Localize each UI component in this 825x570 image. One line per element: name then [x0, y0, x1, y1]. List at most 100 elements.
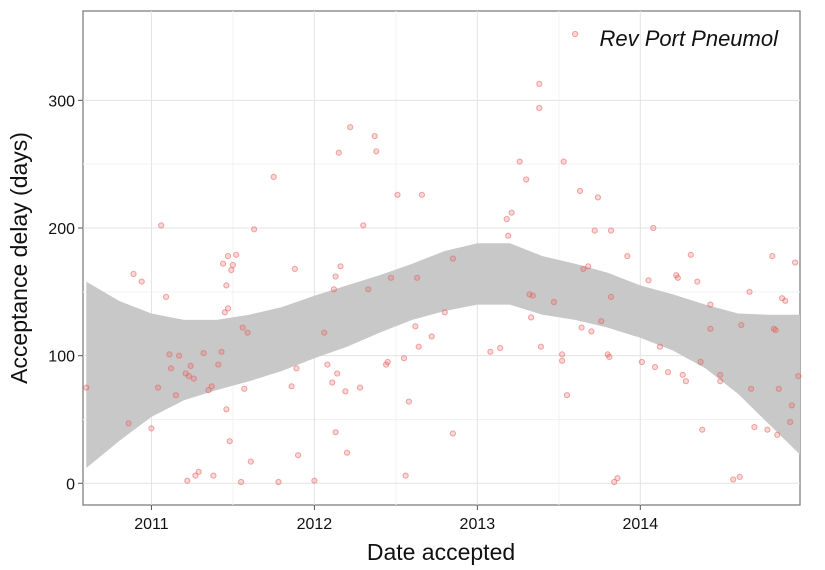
data-point — [172, 392, 179, 399]
grid-lines — [83, 11, 800, 505]
data-point — [239, 324, 246, 331]
data-point — [330, 286, 337, 293]
data-point — [223, 282, 230, 289]
data-point — [598, 318, 605, 325]
data-point — [694, 278, 701, 285]
data-point — [176, 352, 183, 359]
data-points — [83, 30, 802, 486]
data-point — [347, 124, 354, 131]
data-point — [687, 251, 694, 258]
data-point — [588, 328, 595, 335]
data-point — [578, 324, 585, 331]
data-point — [787, 418, 794, 426]
data-point — [405, 398, 412, 405]
data-point — [158, 222, 165, 229]
data-point — [384, 358, 391, 366]
data-point — [769, 253, 776, 260]
data-point — [210, 472, 217, 479]
data-point — [536, 80, 543, 87]
data-point — [166, 351, 173, 358]
data-point — [585, 263, 592, 270]
data-point — [220, 260, 227, 267]
data-point — [526, 291, 533, 298]
data-point — [748, 385, 755, 392]
data-point — [335, 149, 342, 156]
data-point — [529, 292, 536, 299]
data-point — [730, 476, 737, 483]
data-point — [224, 253, 232, 260]
data-point — [717, 371, 724, 378]
data-point — [394, 191, 401, 198]
data-point — [321, 329, 328, 336]
data-point — [229, 261, 236, 269]
data-point — [238, 478, 245, 486]
y-tick-label: 100 — [48, 349, 75, 366]
data-point — [607, 293, 615, 300]
data-point — [412, 323, 419, 330]
data-point — [337, 263, 344, 270]
data-point — [311, 477, 318, 484]
data-point — [218, 348, 225, 355]
data-point — [645, 277, 652, 284]
data-point — [228, 267, 235, 274]
data-point — [414, 274, 421, 281]
data-point — [184, 477, 191, 484]
y-tick-label: 200 — [48, 221, 75, 238]
data-point — [138, 278, 145, 285]
data-point — [550, 298, 558, 306]
data-point — [332, 273, 339, 280]
data-point — [795, 373, 802, 380]
y-axis-title: Acceptance delay (days) — [6, 132, 32, 384]
data-point — [387, 274, 395, 281]
data-point — [329, 379, 336, 386]
data-point — [148, 425, 155, 432]
x-axis-title: Date accepted — [367, 539, 515, 565]
data-point — [215, 361, 222, 368]
data-point — [360, 222, 367, 229]
data-point — [746, 288, 753, 295]
data-point — [343, 449, 351, 456]
data-point — [697, 358, 704, 366]
data-point — [580, 265, 587, 272]
confidence-band-area — [86, 243, 800, 468]
data-point — [650, 224, 657, 232]
data-point — [606, 353, 613, 360]
data-point — [332, 429, 339, 436]
data-point — [508, 209, 515, 216]
data-point — [572, 30, 579, 38]
data-point — [656, 343, 664, 350]
data-point — [528, 314, 535, 321]
data-point — [707, 325, 714, 332]
data-point — [638, 358, 646, 366]
data-point — [270, 173, 277, 180]
data-point — [679, 371, 686, 378]
y-tick-label: 300 — [48, 93, 75, 110]
data-point — [154, 384, 162, 391]
chart-annotation: Rev Port Pneumol — [599, 26, 779, 51]
data-point — [295, 452, 302, 459]
y-tick-label: 0 — [66, 476, 75, 493]
data-point — [226, 438, 233, 445]
data-point — [537, 343, 545, 350]
data-point — [205, 387, 212, 394]
data-point — [775, 385, 782, 392]
data-point — [365, 286, 372, 293]
data-point — [441, 309, 448, 316]
data-point — [415, 343, 422, 350]
data-point — [559, 357, 566, 364]
x-tick-label: 2014 — [623, 516, 659, 533]
data-point — [130, 270, 137, 278]
data-point — [614, 475, 621, 482]
data-point — [788, 402, 796, 409]
data-point — [624, 253, 631, 260]
data-point — [288, 383, 295, 390]
data-point — [324, 361, 331, 368]
data-point — [400, 355, 408, 362]
data-point — [200, 350, 207, 357]
data-point — [167, 365, 175, 372]
data-point — [342, 388, 349, 395]
x-tick-label: 2013 — [460, 516, 496, 533]
data-point — [291, 265, 298, 272]
data-point — [738, 321, 745, 329]
data-point — [224, 305, 232, 312]
